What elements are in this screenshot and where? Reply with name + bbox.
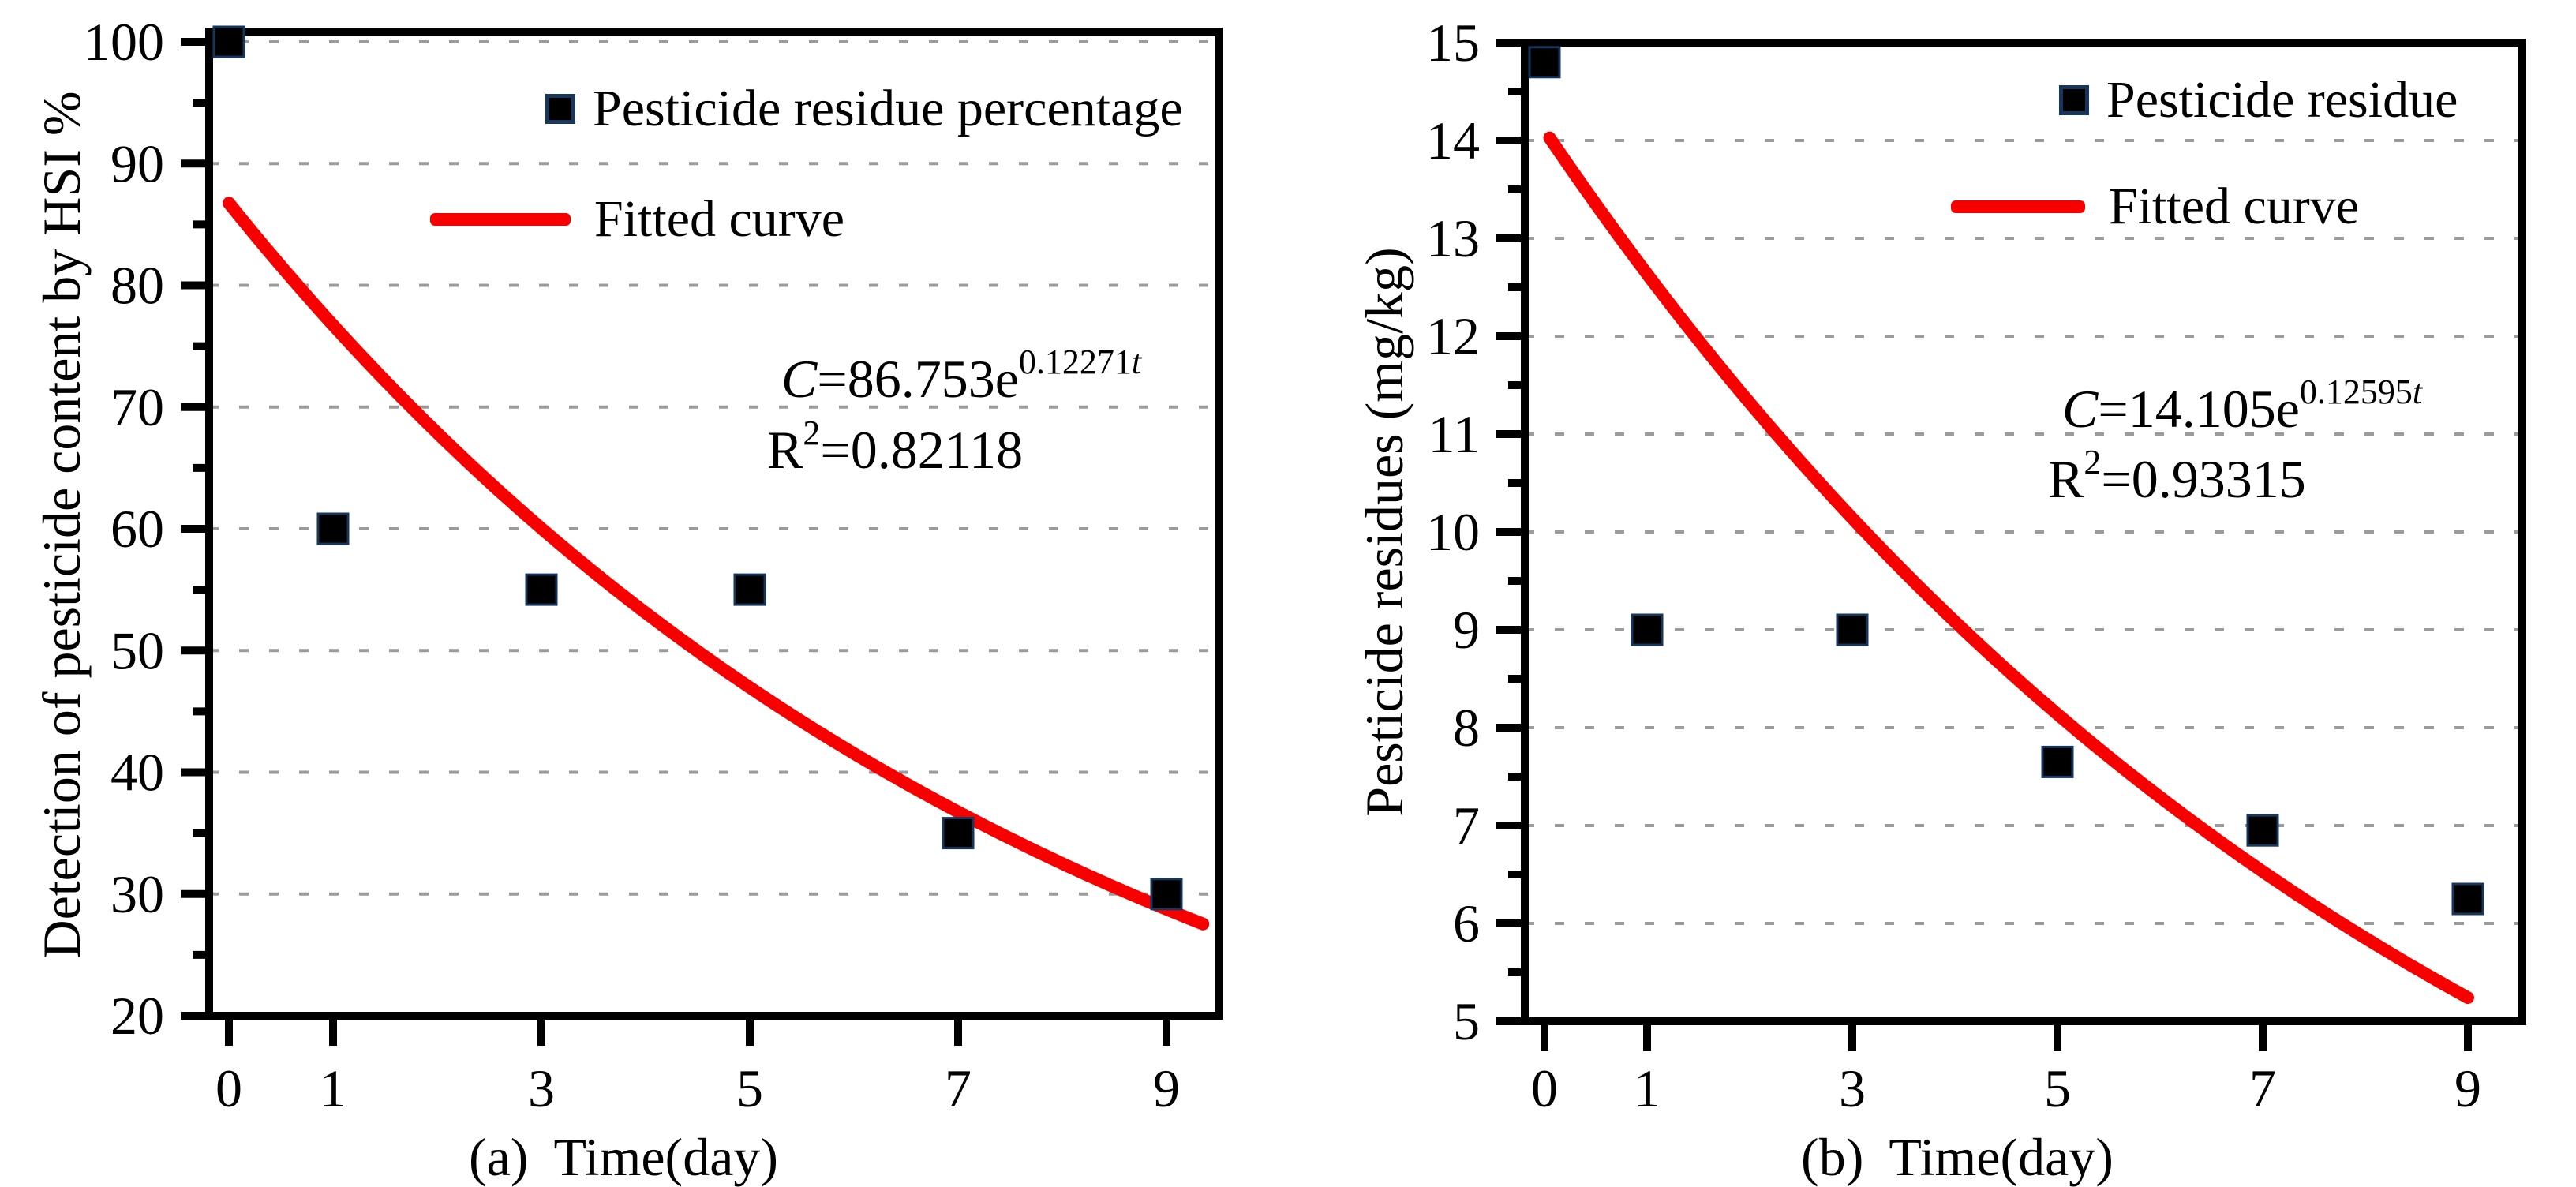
plot-area-a: 20 30 40 50 60 70 80 90 100 0 1 3 5 7 9 bbox=[84, 12, 1223, 1118]
y-tick-label: 5 bbox=[1453, 991, 1480, 1051]
r-symbol: R bbox=[2048, 449, 2084, 509]
legend-label: Pesticide residue bbox=[2106, 71, 2458, 129]
y-tick-label: 90 bbox=[110, 133, 164, 193]
x-axis-label: Time(day) bbox=[553, 1127, 779, 1187]
x-tick-label: 3 bbox=[528, 1058, 555, 1118]
exponent-coefficient: 0.12271 bbox=[1018, 343, 1132, 381]
legend-line-swatch-icon bbox=[430, 213, 571, 226]
x-tick-label: 9 bbox=[2454, 1058, 2481, 1118]
legend-item-curve-b: Fitted curve bbox=[1951, 181, 2359, 233]
panel-label: (a) bbox=[468, 1127, 529, 1187]
y-tick-label: 100 bbox=[84, 12, 164, 72]
y-tick-label: 10 bbox=[1426, 502, 1480, 562]
y-tick-label: 9 bbox=[1453, 600, 1480, 660]
data-point bbox=[2041, 745, 2074, 778]
y-tick-label: 30 bbox=[110, 864, 164, 924]
fitted-curve bbox=[1543, 131, 2474, 1005]
exponent-variable: t bbox=[1131, 343, 1142, 381]
equation-exponent: 0.12595t bbox=[2300, 373, 2422, 411]
legend-label: Pesticide residue percentage bbox=[593, 80, 1183, 137]
legend-square-marker-icon bbox=[2059, 85, 2089, 115]
x-tick-label: 0 bbox=[1531, 1058, 1558, 1118]
legend-line-swatch-icon bbox=[1951, 200, 2085, 213]
data-point bbox=[525, 573, 558, 606]
x-tick-label: 1 bbox=[1634, 1058, 1661, 1118]
y-tick-label: 6 bbox=[1453, 893, 1480, 953]
equation-body: =86.753e bbox=[817, 349, 1019, 409]
x-tick-label: 0 bbox=[215, 1058, 242, 1118]
y-tick-label: 20 bbox=[110, 986, 164, 1046]
x-tick-label: 9 bbox=[1153, 1058, 1180, 1118]
y-tick-label: 13 bbox=[1426, 208, 1480, 268]
y-tick-label: 11 bbox=[1428, 404, 1480, 464]
x-tick-label: 5 bbox=[2044, 1058, 2071, 1118]
legend-item-scatter-b: Pesticide residue bbox=[2059, 74, 2458, 126]
r-squared-b: R2=0.93315 bbox=[2048, 443, 2306, 509]
x-tick-label: 7 bbox=[2249, 1058, 2276, 1118]
r-superscript: 2 bbox=[2084, 443, 2102, 481]
fit-equation-b: C=14.105e0.12595t bbox=[2062, 375, 2422, 436]
y-tick-label: 60 bbox=[110, 499, 164, 559]
y-tick-label: 80 bbox=[110, 256, 164, 316]
legend-item-curve-a: Fitted curve bbox=[430, 193, 844, 245]
data-point bbox=[942, 817, 975, 850]
y-tick-label: 14 bbox=[1426, 110, 1480, 170]
data-point bbox=[2451, 882, 2484, 916]
equation-exponent: 0.12271t bbox=[1019, 343, 1141, 381]
chart-panel-b: 5 6 7 8 9 10 11 12 13 14 15 0 1 3 5 7 9 Pesticide residu… bbox=[1288, 0, 2576, 1185]
r-squared-a: R2=0.82118 bbox=[767, 416, 1023, 477]
y-axis-title-b: Pesticide residues (mg/kg) bbox=[1354, 247, 1414, 817]
x-axis-title-b: (b) Time(day) bbox=[1801, 1130, 2114, 1184]
y-tick-label: 8 bbox=[1453, 698, 1480, 758]
y-tick-label: 40 bbox=[110, 743, 164, 803]
legend-item-scatter-a: Pesticide residue percentage bbox=[545, 83, 1183, 135]
equation-variable: C bbox=[2062, 379, 2099, 439]
y-tick-label: 15 bbox=[1426, 13, 1480, 73]
legend-label: Fitted curve bbox=[2109, 178, 2360, 235]
legend-label: Fitted curve bbox=[594, 190, 845, 248]
equation-body: =14.105e bbox=[2098, 379, 2300, 439]
data-point bbox=[733, 573, 766, 606]
data-point bbox=[1836, 613, 1869, 646]
legend-square-marker-icon bbox=[545, 94, 575, 124]
chart-panel-a: 20 30 40 50 60 70 80 90 100 0 1 3 5 7 9 Detection of p… bbox=[0, 0, 1288, 1185]
y-tick-label: 12 bbox=[1426, 306, 1480, 366]
y-axis-title-a: Detection of pesticide content by HSI % bbox=[32, 91, 92, 959]
x-tick-label: 1 bbox=[320, 1058, 346, 1118]
exponent-variable: t bbox=[2412, 373, 2423, 411]
x-tick-label: 7 bbox=[945, 1058, 972, 1118]
fitted-curve bbox=[223, 197, 1210, 931]
exponent-coefficient: 0.12595 bbox=[2299, 373, 2413, 411]
x-tick-label: 5 bbox=[736, 1058, 763, 1118]
x-axis-title-a: (a) Time(day) bbox=[469, 1130, 778, 1184]
panel-label: (b) bbox=[1801, 1127, 1864, 1187]
r-squared-value: =0.93315 bbox=[2101, 449, 2306, 509]
fit-equation-a: C=86.753e0.12271t bbox=[781, 345, 1141, 406]
y-tick-label: 7 bbox=[1453, 796, 1480, 856]
data-point bbox=[316, 512, 350, 545]
plot-frame bbox=[205, 28, 1223, 1020]
y-tick-label: 70 bbox=[110, 377, 164, 437]
r-symbol: R bbox=[767, 420, 803, 480]
data-point bbox=[1631, 613, 1664, 646]
r-superscript: 2 bbox=[803, 414, 821, 452]
data-point bbox=[1528, 46, 1561, 79]
data-point bbox=[1150, 878, 1183, 911]
y-tick-label: 50 bbox=[110, 620, 164, 680]
data-point bbox=[2246, 814, 2279, 847]
equation-variable: C bbox=[781, 349, 818, 409]
x-tick-label: 3 bbox=[1839, 1058, 1866, 1118]
data-point bbox=[212, 25, 245, 58]
x-axis-label: Time(day) bbox=[1889, 1127, 2114, 1187]
r-squared-value: =0.82118 bbox=[820, 420, 1024, 480]
